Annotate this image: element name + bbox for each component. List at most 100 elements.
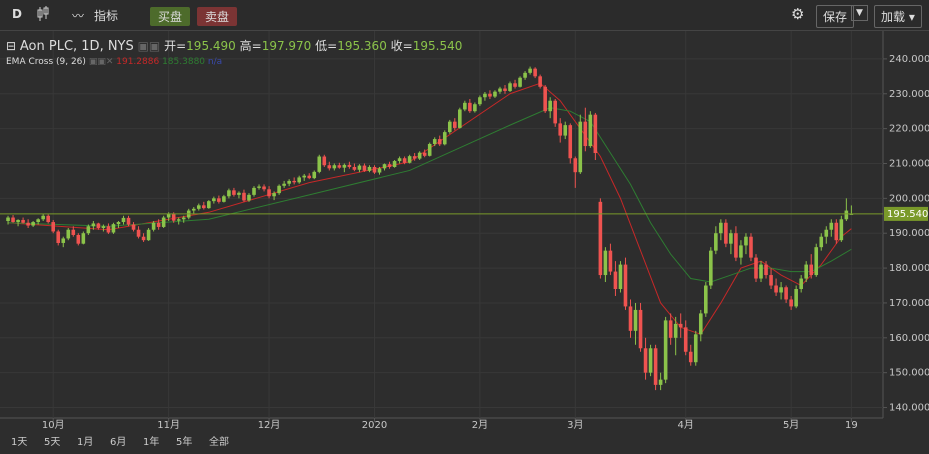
candle-body — [678, 323, 683, 328]
candle-body — [759, 264, 763, 279]
candle-body — [683, 327, 688, 352]
candle-body — [202, 205, 206, 209]
candle-body — [252, 187, 256, 195]
candle-body — [739, 245, 743, 258]
candle-body — [483, 93, 487, 98]
y-tick-label: 170.000 — [889, 298, 929, 309]
x-tick-label: 11月 — [157, 419, 180, 431]
symbol-tools: ▣▣ — [137, 39, 161, 53]
candle-body — [437, 139, 442, 145]
candle-body — [362, 165, 367, 171]
candle-body — [297, 177, 301, 183]
candle-body — [458, 109, 462, 128]
candle-body — [714, 233, 718, 251]
candle-body — [643, 348, 648, 373]
candle-body — [377, 168, 382, 173]
candle-body — [598, 201, 603, 276]
range-button[interactable]: 5年 — [176, 437, 193, 448]
candle-body — [101, 226, 106, 228]
candle-body — [257, 186, 261, 188]
candle-body — [302, 175, 307, 178]
candle-body — [342, 164, 347, 168]
candle-body — [673, 323, 678, 338]
y-tick-label: 160.000 — [889, 333, 929, 344]
candle-body — [181, 217, 186, 220]
candle-body — [633, 309, 638, 331]
x-tick-label: 3月 — [567, 419, 583, 431]
candle-body — [784, 287, 788, 300]
candle-body — [498, 88, 502, 92]
indicator-icon[interactable]: 〰 — [72, 9, 85, 23]
range-button[interactable]: 5天 — [44, 437, 61, 448]
buy-button[interactable]: 买盘 — [150, 7, 191, 26]
candle-body — [26, 222, 30, 226]
toolbar: D 〰 指标 买盘 卖盘 ⚙ 保存 ▼ 加载 ▾ — [0, 0, 929, 31]
candle-body — [91, 223, 96, 227]
candle-body — [387, 164, 392, 167]
candle-body — [533, 68, 537, 77]
candle-body — [352, 166, 357, 170]
candle-body — [528, 68, 532, 73]
x-tick-label: 2020 — [362, 420, 387, 431]
candle-body — [407, 156, 412, 163]
candle-body — [578, 121, 583, 173]
candle-body — [799, 278, 803, 289]
candle-body — [463, 102, 467, 110]
candle-body — [543, 86, 547, 112]
y-tick-label: 150.000 — [889, 368, 929, 379]
candle-body — [558, 123, 563, 136]
candle-icon[interactable] — [36, 5, 50, 26]
candle-body — [242, 192, 246, 201]
settings-icon[interactable]: ⚙ — [791, 5, 805, 23]
symbol: Aon PLC, 1D, NYS — [19, 39, 134, 54]
sell-button[interactable]: 卖盘 — [197, 7, 238, 26]
interval[interactable]: D — [12, 7, 22, 21]
candle-body — [16, 219, 20, 223]
candle-body — [327, 165, 332, 169]
study-value: 191.2886 — [116, 57, 160, 67]
ema-line — [8, 107, 852, 283]
candle-body — [804, 264, 808, 279]
candle-body — [146, 229, 151, 241]
high-label: 高= — [239, 39, 262, 53]
candle-body — [442, 132, 447, 145]
candle-body — [81, 233, 86, 244]
candle-body — [397, 158, 402, 162]
candle-body — [779, 287, 783, 293]
y-tick-label: 190.000 — [889, 228, 929, 239]
candle-body — [312, 171, 317, 179]
save-button[interactable]: 保存 — [816, 5, 855, 28]
candle-body — [196, 205, 201, 209]
candle-body — [623, 264, 628, 307]
candle-body — [503, 88, 507, 91]
low-value: 195.360 — [337, 39, 387, 53]
candle-body — [703, 285, 708, 314]
high-value: 197.970 — [261, 39, 312, 53]
indicators-button[interactable]: 指标 — [94, 9, 119, 23]
save-dropdown[interactable]: ▼ — [851, 5, 868, 21]
symbol-row: ⊟ Aon PLC, 1D, NYS ▣▣ 开=195.490 高=197.97… — [6, 39, 463, 54]
range-button[interactable]: 1天 — [11, 437, 28, 448]
candle-body — [608, 250, 613, 272]
candle-body — [493, 91, 497, 97]
study-row: EMA Cross (9, 26) ▣▣✕ 191.2886 185.3880 … — [6, 57, 462, 67]
candle-body — [11, 217, 15, 223]
candle-body — [834, 222, 839, 241]
open-label: 开= — [164, 39, 187, 53]
candle-body — [653, 348, 658, 385]
range-button[interactable]: 6月 — [110, 437, 127, 448]
load-button[interactable]: 加载 ▾ — [874, 5, 922, 28]
last-price-box — [884, 206, 928, 221]
range-button[interactable]: 全部 — [209, 437, 229, 448]
candle-body — [789, 299, 793, 307]
candle-body — [638, 309, 643, 349]
candle-body — [207, 201, 211, 209]
range-button[interactable]: 1月 — [77, 437, 94, 448]
load-text: 加载 — [881, 10, 906, 24]
open-value: 195.490 — [186, 39, 236, 53]
candle-body — [427, 143, 432, 156]
x-tick-label: 4月 — [678, 419, 694, 431]
candle-body — [769, 275, 773, 286]
range-button[interactable]: 1年 — [143, 437, 160, 448]
